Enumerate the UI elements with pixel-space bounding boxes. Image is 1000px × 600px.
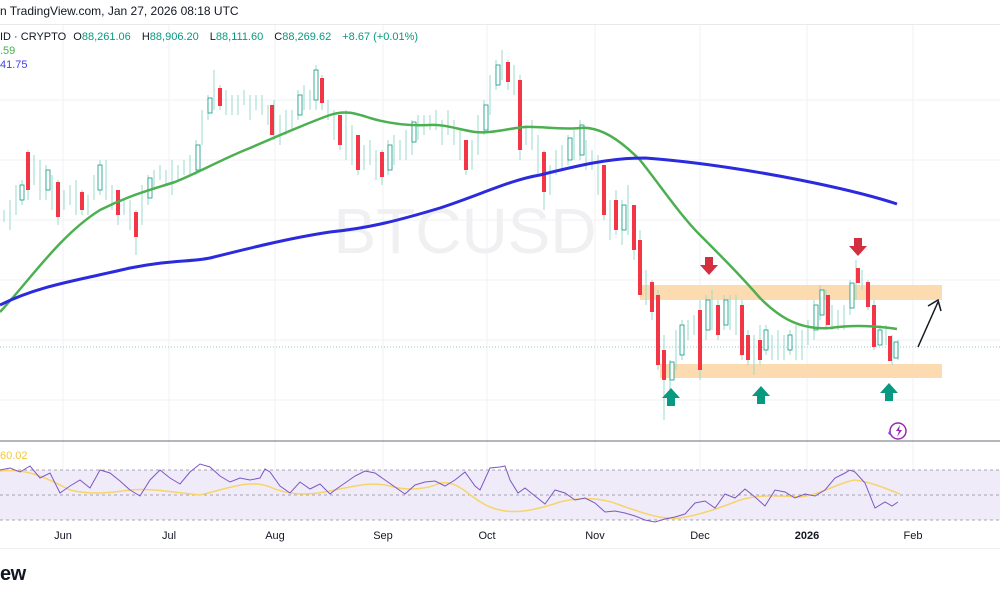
candles [3,50,899,420]
low-value: 88,111.60 [215,31,264,43]
low-label: L [209,31,216,43]
open-label: O [73,31,82,43]
support-zone[interactable] [660,364,942,378]
ma-slow-line [0,156,898,307]
x-tick: Feb [903,530,923,542]
ohlc-legend: ID · CRYPTO O88,261.06 H88,906.20 L88,11… [0,31,422,43]
x-tick: Jul [161,530,177,542]
watermark: BTCUSD [333,195,596,267]
ma-fast-value[interactable]: .59 [0,45,16,57]
high-label: H [141,31,150,43]
ma-slow-value[interactable]: 41.75 [0,59,28,71]
x-tick: Sep [373,530,393,542]
close-value: 88,269.62 [282,31,332,43]
rsi-value[interactable]: 60.02 [0,450,28,462]
change-value: +8.67 (+0.01%) [342,31,419,43]
x-tick-year: 2026 [794,530,820,542]
open-value: 88,261.06 [81,31,131,43]
projection-arrow[interactable] [917,298,942,348]
rsi-levels [0,469,1000,521]
header-divider [0,24,1000,25]
footer-divider [0,548,1000,549]
lightning-icon[interactable] [888,422,907,440]
rsi-line [0,463,899,523]
brand-logo: ew [0,563,26,585]
x-tick: Jun [54,530,72,542]
header-source: n TradingView.com, Jan 27, 2026 08:18 UT… [0,4,239,18]
x-tick: Aug [265,530,285,542]
x-tick: Oct [478,530,496,542]
resistance-zone[interactable] [640,285,942,300]
arrow-down-icon[interactable] [700,238,867,275]
symbol-label[interactable]: ID · CRYPTO [0,31,67,43]
close-label: C [274,31,283,43]
high-value: 88,906.20 [149,31,199,43]
x-tick: Dec [690,530,710,542]
grid [0,25,1000,520]
ma-fast-line [0,111,898,331]
rsi-ma-line [0,469,901,520]
x-tick: Nov [585,530,605,542]
arrow-up-icon[interactable] [662,383,898,406]
